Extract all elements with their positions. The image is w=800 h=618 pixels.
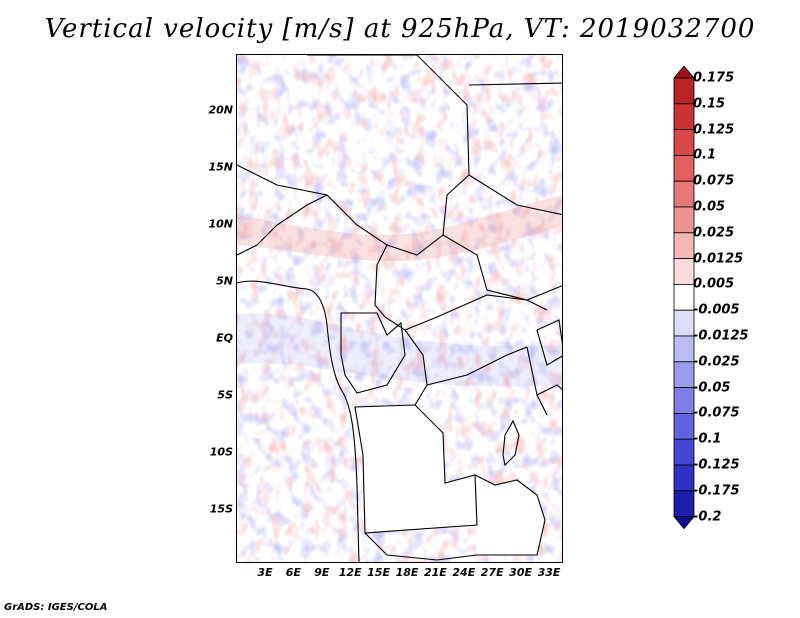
colorbar-segment (673, 258, 695, 285)
colorbar-label: -0.175 (693, 483, 740, 499)
colorbar-label: 0.15 (693, 96, 726, 112)
lon-label: 27E (480, 566, 504, 579)
colorbar-label: 0.1 (693, 147, 717, 163)
lon-label: 18E (395, 566, 419, 579)
colorbar-segment (673, 438, 695, 466)
lat-label: 15N (208, 160, 233, 174)
colorbar-label: 0.05 (693, 199, 726, 215)
colorbar-segment (673, 464, 695, 492)
map-panel (236, 54, 563, 563)
colorbar-label: -0.1 (693, 431, 722, 447)
colorbar-segment (673, 155, 695, 182)
colorbar-label: 0.075 (693, 173, 735, 189)
colorbar-segment (673, 206, 695, 234)
vertical-velocity-field (237, 55, 562, 562)
lat-label: 5N (216, 274, 233, 288)
colorbar-segment (673, 335, 695, 363)
colorbar-segment (673, 490, 695, 517)
lon-label: 15E (367, 566, 391, 579)
colorbar-label: -0.025 (693, 354, 740, 370)
colorbar-label: -0.075 (693, 405, 740, 421)
colorbar-segment (673, 412, 695, 440)
lon-label: 9E (314, 566, 330, 579)
lat-label: 5S (217, 388, 233, 402)
colorbar-label: -0.2 (693, 509, 722, 525)
colorbar-scale (673, 66, 695, 530)
colorbar-label: 0.005 (693, 276, 735, 292)
colorbar-segment (673, 77, 695, 105)
lon-label: 6E (285, 566, 301, 579)
lon-label: 12E (338, 566, 362, 579)
colorbar-segment (673, 361, 695, 388)
lon-label: 3E (257, 566, 273, 579)
colorbar-label: 0.175 (693, 70, 735, 86)
colorbar-segment (673, 66, 695, 79)
colorbar-label: 0.125 (693, 122, 735, 138)
lat-label: 10N (208, 217, 233, 231)
colorbar-label: 0.0125 (693, 251, 744, 267)
lat-label: EQ (216, 331, 233, 345)
lon-label: 30E (509, 566, 533, 579)
lon-label: 24E (452, 566, 476, 579)
colorbar-segment (673, 103, 695, 130)
colorbar-segment (673, 180, 695, 208)
lat-label: 10S (209, 445, 233, 459)
colorbar-label: -0.125 (693, 457, 740, 473)
colorbar-segment (673, 516, 695, 530)
colorbar-segment (673, 309, 695, 337)
colorbar-label: -0.005 (693, 302, 740, 318)
colorbar-label: -0.0125 (693, 328, 749, 344)
colorbar-label: 0.025 (693, 225, 735, 241)
colorbar-segment (673, 387, 695, 414)
lat-label: 15S (209, 502, 233, 516)
lon-label: 33E (537, 566, 561, 579)
lon-label: 21E (423, 566, 447, 579)
lat-label: 20N (208, 103, 233, 117)
colorbar-label: -0.05 (693, 380, 731, 396)
colorbar-segment (673, 232, 695, 260)
grads-credit: GrADS: IGES/COLA (4, 602, 108, 613)
colorbar-segment (673, 129, 695, 156)
map-title: Vertical velocity [m/s] at 925hPa, VT: 2… (44, 14, 756, 44)
colorbar-segment (673, 283, 695, 311)
